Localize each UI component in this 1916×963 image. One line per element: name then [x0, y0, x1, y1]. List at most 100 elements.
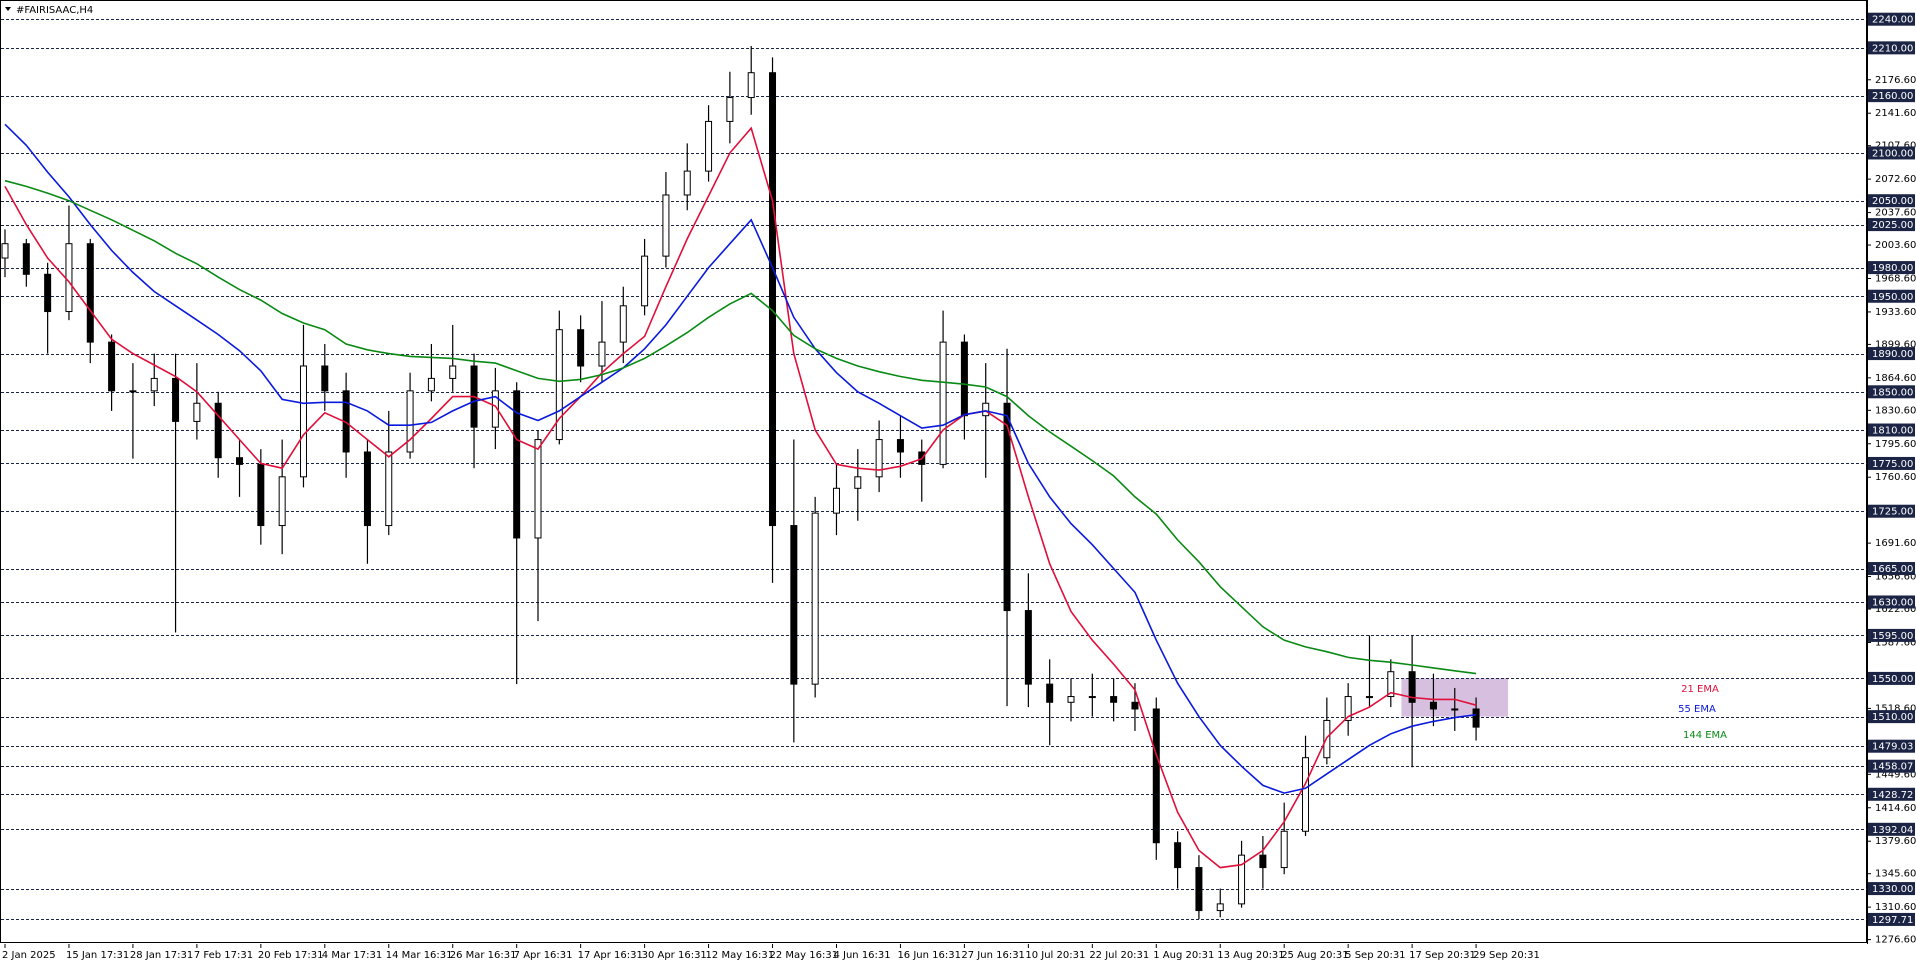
- ema-label: 144 EMA: [1683, 730, 1727, 741]
- x-tick-label: 28 Jan 17:31: [130, 950, 193, 961]
- candle-body: [299, 365, 307, 478]
- chart-title: #FAIRISAAC,H4: [16, 5, 93, 16]
- y-tick-label: 1656.60: [1875, 572, 1916, 583]
- y-tick-label: 1622.60: [1875, 604, 1916, 615]
- candle-body: [385, 451, 393, 527]
- candle-body: [65, 243, 73, 313]
- x-tick-label: 22 May 16:31: [770, 950, 839, 961]
- level-label: 1392.04: [1872, 825, 1913, 836]
- candle-body: [363, 451, 371, 527]
- x-tick-label: 5 Sep 20:31: [1345, 950, 1405, 961]
- candle-body: [1408, 671, 1416, 703]
- candle-body: [896, 439, 904, 453]
- candle-body: [875, 439, 883, 478]
- y-tick-label: 1760.60: [1875, 472, 1916, 483]
- candle-body: [1110, 696, 1118, 703]
- x-tick-label: 13 Aug 20:31: [1217, 950, 1284, 961]
- level-label: 2160.00: [1872, 91, 1913, 102]
- menu-arrow[interactable]: [5, 7, 11, 11]
- y-tick-label: 1968.60: [1875, 273, 1916, 284]
- level-box: [1868, 218, 1915, 232]
- level-box: [1868, 882, 1915, 896]
- candle-body: [1259, 854, 1267, 869]
- candle-body: [1174, 842, 1182, 869]
- candle-body: [1131, 701, 1139, 710]
- candle-body: [960, 341, 968, 417]
- level-label: 1725.00: [1872, 507, 1913, 518]
- level-box: [1868, 12, 1915, 26]
- candle-body: [1451, 708, 1459, 711]
- y-tick-label: 2107.60: [1875, 141, 1916, 152]
- ema-line: [4, 179, 1477, 675]
- level-label: 1890.00: [1872, 349, 1913, 360]
- candle-body: [1024, 610, 1032, 685]
- level-label: 1458.07: [1872, 762, 1913, 773]
- y-tick-label: 1899.60: [1875, 339, 1916, 350]
- y-tick-label: 1933.60: [1875, 307, 1916, 318]
- level-box: [1868, 146, 1915, 160]
- candle-body: [939, 341, 947, 465]
- candle-body: [449, 365, 457, 379]
- y-tick-label: 1310.60: [1875, 902, 1916, 913]
- candle-body: [108, 341, 116, 392]
- y-tick-label: 2176.60: [1875, 75, 1916, 86]
- level-label: 2240.00: [1872, 15, 1913, 26]
- candle-body: [129, 390, 137, 393]
- level-box: [1868, 595, 1915, 609]
- x-tick-label: 16 Jun 16:31: [897, 950, 961, 961]
- level-label: 1665.00: [1872, 564, 1913, 575]
- candle-body: [513, 390, 521, 539]
- candle-body: [1344, 696, 1352, 721]
- y-tick-label: 1830.60: [1875, 405, 1916, 416]
- level-box: [1868, 628, 1915, 642]
- ema-line: [4, 123, 1477, 794]
- x-tick-label: 29 Sep 20:31: [1473, 950, 1540, 961]
- candle-body: [662, 194, 670, 257]
- level-box: [1868, 456, 1915, 470]
- candle-body: [1216, 903, 1224, 912]
- candle-body: [1195, 867, 1203, 912]
- candle-body: [1067, 696, 1075, 703]
- candle-body: [769, 72, 777, 527]
- y-tick-label: 1414.60: [1875, 803, 1916, 814]
- level-label: 1630.00: [1872, 597, 1913, 608]
- candle-body: [150, 377, 158, 392]
- y-tick-label: 1379.60: [1875, 836, 1916, 847]
- ema-line: [4, 126, 1477, 869]
- x-tick-label: 2 Jan 2025: [2, 950, 56, 961]
- candle-body: [1152, 708, 1160, 844]
- y-tick-label: 1587.60: [1875, 637, 1916, 648]
- candle-body: [555, 329, 563, 441]
- x-tick-label: 20 Feb 17:31: [258, 950, 324, 961]
- level-label: 1810.00: [1872, 426, 1913, 437]
- y-tick-label: 1449.60: [1875, 769, 1916, 780]
- candle-body: [278, 476, 286, 527]
- level-label: 2050.00: [1872, 196, 1913, 207]
- candle-body: [1387, 671, 1395, 698]
- level-label: 1595.00: [1872, 631, 1913, 642]
- level-label: 1950.00: [1872, 292, 1913, 303]
- candle-body: [683, 170, 691, 196]
- candle-body: [619, 305, 627, 343]
- x-tick-label: 26 Mar 16:31: [450, 950, 517, 961]
- y-tick-label: 2037.60: [1875, 208, 1916, 219]
- ema-label: 55 EMA: [1678, 704, 1716, 715]
- y-tick-label: 1276.60: [1875, 935, 1916, 946]
- level-label: 1775.00: [1872, 459, 1913, 470]
- candle-body: [172, 377, 180, 422]
- x-tick-label: 25 Aug 20:31: [1281, 950, 1348, 961]
- plot-frame: [0, 0, 1867, 943]
- y-tick-label: 2072.60: [1875, 174, 1916, 185]
- y-tick-label: 1864.60: [1875, 373, 1916, 384]
- candle-body: [1472, 708, 1480, 728]
- candle-body: [236, 457, 244, 465]
- y-tick-label: 2003.60: [1875, 240, 1916, 251]
- level-label: 2100.00: [1872, 148, 1913, 159]
- level-label: 1980.00: [1872, 263, 1913, 274]
- candle-body: [534, 439, 542, 539]
- level-box: [1868, 289, 1915, 303]
- candle-body: [214, 402, 222, 459]
- y-tick-label: 1691.60: [1875, 538, 1916, 549]
- x-tick-label: 1 Aug 20:31: [1153, 950, 1214, 961]
- candle-body: [1238, 854, 1246, 905]
